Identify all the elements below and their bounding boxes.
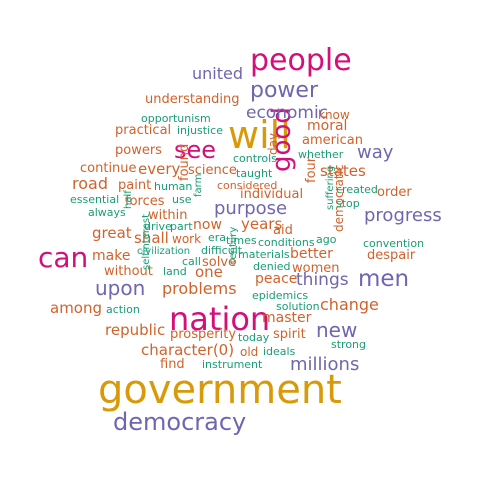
word-century: century: [228, 226, 239, 265]
word-within: within: [148, 208, 188, 223]
word-suffering: suffering: [325, 165, 336, 210]
word-years: years: [241, 215, 283, 233]
word-denied: denied: [253, 260, 291, 273]
word-without: without: [104, 264, 153, 279]
word-epidemics: epidemics: [252, 289, 309, 302]
word-ago: ago: [316, 233, 337, 246]
word-civilization: civilization: [137, 246, 191, 257]
word-half: half: [123, 190, 134, 209]
word-master: master: [262, 310, 312, 326]
word-work: work: [172, 232, 202, 246]
word-economic: economic: [246, 103, 329, 123]
word-land: land: [163, 265, 187, 278]
word-spirit: spirit: [273, 327, 306, 342]
word-essential: essential: [70, 193, 120, 206]
word-selfinterest: selfinterest: [141, 213, 152, 270]
word-new: new: [316, 318, 358, 342]
word-people: people: [250, 43, 352, 78]
word-opportunism: opportunism: [141, 112, 211, 125]
word-great: great: [92, 224, 132, 242]
word-way: way: [357, 142, 394, 163]
word-paint: paint: [118, 178, 152, 193]
word-among: among: [50, 299, 103, 317]
word-will: will: [228, 113, 291, 157]
word-change: change: [320, 295, 379, 314]
word-now: now: [193, 217, 222, 233]
word-powers: powers: [115, 143, 162, 158]
word-individual: individual: [240, 187, 304, 202]
word-aid: aid: [273, 223, 293, 238]
word-make: make: [92, 248, 131, 264]
word-government: government: [98, 367, 342, 413]
word-power: power: [250, 78, 318, 103]
word-character0: character(0): [141, 341, 235, 359]
word-order: order: [377, 185, 412, 200]
word-taught: taught: [236, 167, 273, 180]
word-use: use: [172, 193, 192, 206]
word-considered: considered: [217, 179, 278, 192]
word-found: found: [177, 143, 192, 181]
word-practical: practical: [115, 123, 172, 138]
word-action: action: [106, 303, 140, 316]
word-ideals: ideals: [263, 345, 296, 358]
word-road: road: [72, 174, 108, 193]
word-human: human: [154, 180, 193, 193]
word-better: better: [290, 246, 333, 262]
word-always: always: [88, 206, 126, 219]
word-american: american: [302, 133, 363, 148]
word-instrument: instrument: [202, 358, 263, 371]
word-nation: nation: [169, 300, 271, 338]
word-stop: stop: [336, 197, 360, 210]
word-republic: republic: [105, 321, 166, 339]
word-era: era: [208, 231, 227, 244]
word-know: know: [318, 108, 350, 122]
word-can: can: [38, 241, 89, 274]
word-call: call: [182, 255, 201, 268]
word-upon: upon: [95, 276, 146, 300]
word-farm: farm: [193, 173, 204, 197]
word-purpose: purpose: [214, 198, 288, 219]
word-see: see: [174, 136, 217, 164]
word-difficult: difficult: [201, 244, 243, 257]
word-states: states: [320, 162, 366, 180]
word-controls: controls: [233, 152, 277, 165]
word-every: every: [138, 160, 181, 178]
word-old: old: [240, 345, 259, 359]
word-drive: drive: [144, 220, 172, 233]
word-part: part: [170, 220, 193, 233]
word-solve: solve: [202, 255, 237, 270]
word-men: men: [358, 266, 410, 292]
word-whether: whether: [298, 148, 344, 161]
word-united: united: [192, 64, 243, 83]
word-times: times: [226, 234, 257, 247]
word-democracy: democracy: [113, 408, 247, 436]
word-shall: shall: [134, 229, 169, 247]
word-despair: despair: [367, 248, 416, 263]
word-one: one: [195, 263, 223, 281]
word-problems: problems: [162, 279, 237, 298]
word-moral: moral: [307, 118, 348, 134]
word-find: find: [160, 357, 185, 372]
word-understanding: understanding: [145, 92, 240, 107]
word-solution: solution: [276, 300, 320, 313]
word-today: today: [238, 331, 270, 344]
word-forces: forces: [125, 194, 165, 209]
word-science: science: [188, 163, 237, 178]
word-continue: continue: [80, 161, 137, 176]
word-conditions: conditions: [258, 236, 315, 249]
word-things: things: [296, 270, 349, 290]
word-millions: millions: [290, 354, 360, 375]
word-convention: convention: [363, 237, 425, 250]
word-progress: progress: [364, 205, 442, 226]
word-prosperity: prosperity: [170, 327, 237, 342]
word-injustice: injustice: [177, 124, 223, 137]
word-women: women: [292, 261, 340, 276]
word-strong: strong: [331, 338, 367, 351]
word-peace: peace: [255, 271, 298, 287]
word-created: created: [336, 183, 378, 196]
word-materials: materials: [238, 248, 290, 261]
